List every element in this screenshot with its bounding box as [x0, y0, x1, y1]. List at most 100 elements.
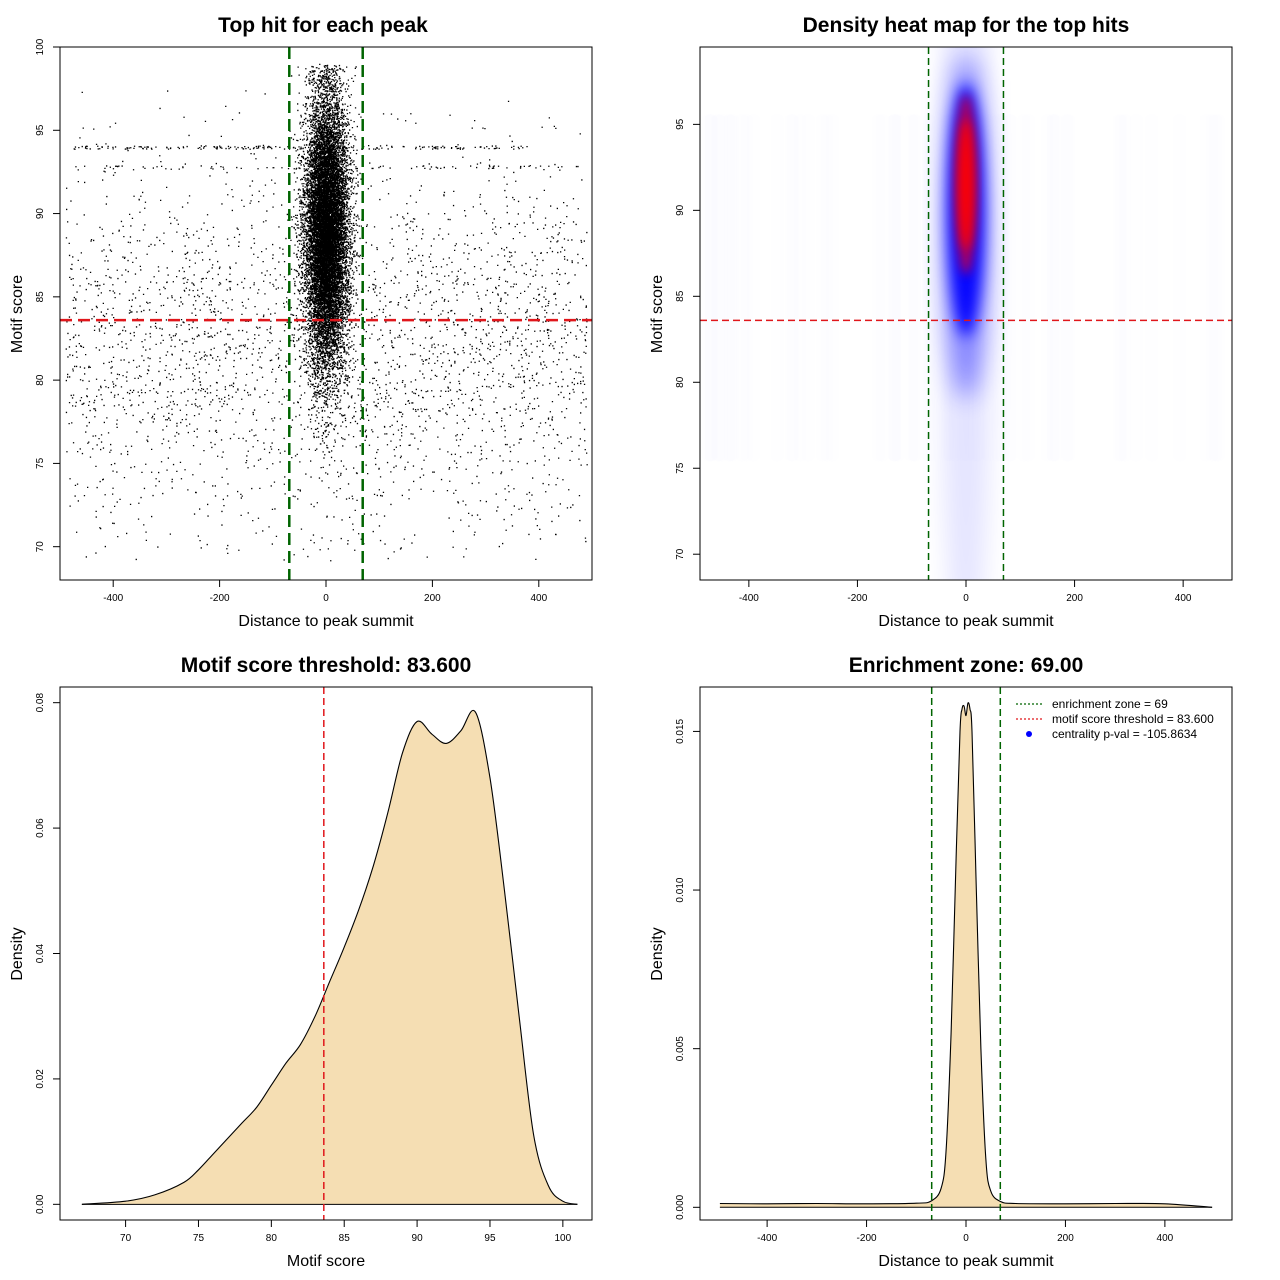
y-tick-label: 0.00 — [35, 1194, 46, 1214]
density-fill — [719, 702, 1213, 1208]
axes: -400 -200 0 200 400 70 75 80 85 90 95 — [675, 118, 1192, 604]
heatmap-density — [700, 47, 1232, 580]
heatmap-streak — [1203, 107, 1209, 468]
heatmap-streak — [714, 107, 720, 468]
heatmap-streak — [829, 107, 835, 468]
y-tick-label: 0.08 — [35, 693, 46, 713]
y-tick-label: 0.010 — [675, 877, 686, 902]
heatmap-streak — [727, 107, 733, 468]
x-axis-label: Distance to peak summit — [238, 613, 414, 630]
axes: 70 75 80 85 90 95 100 0.00 0.02 0.04 0.06 0.08 — [35, 693, 572, 1244]
x-tick-label: 80 — [266, 1233, 278, 1244]
heatmap-streak — [1149, 107, 1155, 468]
y-tick-label: 85 — [35, 291, 46, 303]
y-tick-label: 100 — [35, 38, 46, 55]
density-area — [719, 687, 1213, 1220]
x-tick-label: 100 — [555, 1233, 572, 1244]
x-tick-label: 400 — [1157, 1233, 1174, 1244]
x-tick-label: 200 — [424, 593, 441, 604]
y-tick-label: 70 — [675, 548, 686, 560]
x-tick-label: 200 — [1057, 1233, 1074, 1244]
x-tick-label: 90 — [412, 1233, 424, 1244]
y-tick-label: 0.06 — [35, 818, 46, 838]
axes: -400 -200 0 200 400 0.000 0.005 0.010 0.015 — [675, 718, 1174, 1244]
heatmap-streak — [750, 107, 756, 468]
heatmap-streak — [912, 107, 918, 468]
y-tick-label: 90 — [675, 204, 686, 216]
heatmap-streak — [1021, 107, 1027, 468]
heatmap-streak — [797, 107, 803, 468]
x-tick-label: 70 — [120, 1233, 132, 1244]
y-tick-label: 85 — [675, 290, 686, 302]
x-axis-label: Distance to peak summit — [878, 1253, 1054, 1270]
chart-title: Enrichment zone: 69.00 — [849, 654, 1084, 677]
x-tick-label: -400 — [757, 1233, 777, 1244]
y-axis-label: Density — [9, 927, 26, 980]
y-axis-label: Motif score — [9, 275, 26, 353]
x-tick-label: -400 — [739, 593, 759, 604]
x-tick-label: 0 — [323, 593, 329, 604]
heatmap-streak — [706, 107, 712, 468]
axes: -400 -200 0 200 400 70 75 80 85 90 95 100 — [35, 38, 548, 604]
chart-title: Density heat map for the top hits — [803, 14, 1130, 37]
heatmap-streak — [774, 107, 780, 468]
x-tick-label: -200 — [847, 593, 867, 604]
density-fill — [81, 710, 578, 1205]
y-tick-label: 95 — [35, 124, 46, 136]
x-tick-label: 400 — [1175, 593, 1192, 604]
density-area — [81, 687, 578, 1220]
x-tick-label: 95 — [484, 1233, 496, 1244]
x-axis-label: Distance to peak summit — [878, 613, 1054, 630]
x-tick-label: -200 — [857, 1233, 877, 1244]
heatmap-streak — [1044, 107, 1050, 468]
heatmap-streak — [739, 107, 745, 468]
y-tick-label: 80 — [675, 376, 686, 388]
y-tick-label: 0.000 — [675, 1194, 686, 1219]
heatmap-streak — [1064, 107, 1070, 468]
y-axis-label: Motif score — [649, 275, 666, 353]
x-tick-label: -400 — [103, 593, 123, 604]
heatmap-streak — [805, 107, 811, 468]
legend-key-pval-point — [1026, 731, 1032, 737]
heatmap-streak — [1118, 107, 1124, 468]
x-axis-label: Motif score — [287, 1253, 365, 1270]
legend-label-enrichment-zone: enrichment zone = 69 — [1052, 697, 1168, 711]
y-tick-label: 75 — [675, 462, 686, 474]
chart-title: Top hit for each peak — [218, 14, 428, 37]
y-tick-label: 0.015 — [675, 718, 686, 743]
y-tick-label: 90 — [35, 208, 46, 220]
x-tick-label: 0 — [963, 593, 969, 604]
x-tick-label: 75 — [193, 1233, 205, 1244]
heatmap-streak — [820, 107, 826, 468]
heatmap-core — [958, 120, 974, 250]
heatmap-streak — [879, 107, 885, 468]
y-tick-label: 75 — [35, 457, 46, 469]
scatter-panel: Top hit for each peak -400 -200 0 200 400 70 7… — [9, 14, 593, 630]
distance-density-panel: Enrichment zone: 69.00 -400 -200 0 200 400 0.… — [649, 654, 1233, 1270]
heatmap-streak — [788, 107, 794, 468]
heatmap-streak — [1213, 107, 1219, 468]
x-tick-label: 85 — [339, 1233, 351, 1244]
scatter-point-cloud — [65, 63, 588, 562]
y-tick-label: 0.04 — [35, 943, 46, 963]
x-tick-label: -200 — [210, 593, 230, 604]
y-tick-label: 80 — [35, 374, 46, 386]
heatmap-panel: Density heat map for the top hits -400 -2… — [649, 14, 1233, 630]
heatmap-streak — [1051, 107, 1057, 468]
heatmap-streak — [1007, 107, 1013, 468]
legend: enrichment zone = 69 motif score thresho… — [1016, 697, 1214, 741]
x-tick-label: 400 — [530, 593, 547, 604]
heatmap-streak — [1177, 107, 1183, 468]
x-tick-label: 200 — [1066, 593, 1083, 604]
legend-label-threshold: motif score threshold = 83.600 — [1052, 712, 1214, 726]
density-curve — [81, 709, 578, 1205]
y-tick-label: 70 — [35, 541, 46, 553]
scatter-points — [60, 47, 592, 580]
x-tick-label: 0 — [963, 1233, 969, 1244]
score-density-panel: Motif score threshold: 83.600 70 75 80 85 90… — [9, 654, 593, 1270]
y-tick-label: 0.005 — [675, 1036, 686, 1061]
y-tick-label: 95 — [675, 118, 686, 130]
y-axis-label: Density — [649, 927, 666, 980]
heatmap-streak — [892, 107, 898, 468]
